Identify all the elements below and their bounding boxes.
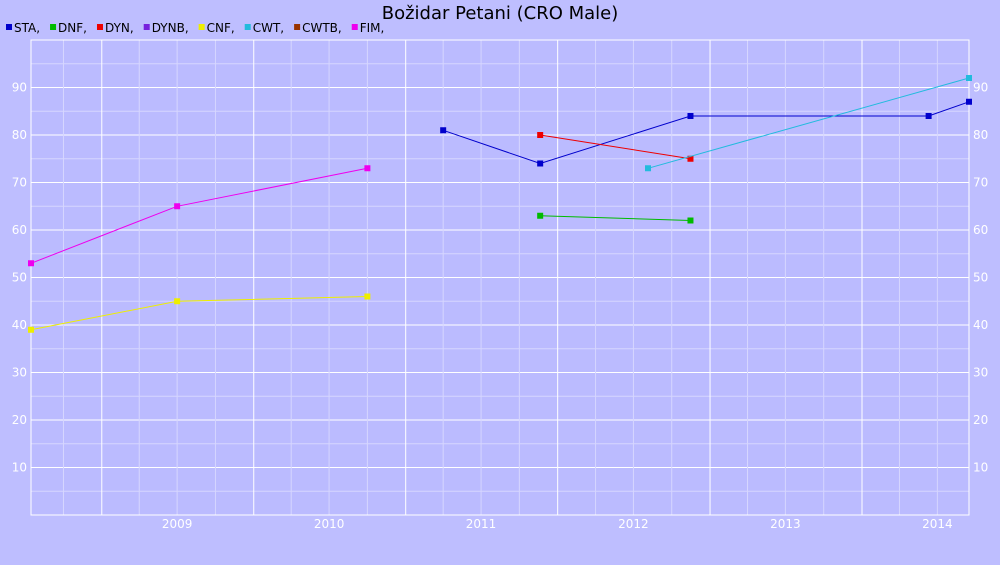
legend-swatch-cwtb xyxy=(294,24,301,30)
x-tick-label: 2009 xyxy=(162,517,193,531)
data-point-dyn xyxy=(687,155,694,162)
series-layer xyxy=(28,75,972,333)
legend-swatch-fim xyxy=(351,24,358,30)
legend-swatch-dynb xyxy=(143,24,150,30)
y-tick-label: 90 xyxy=(12,81,27,95)
x-tick-label: 2014 xyxy=(922,517,953,531)
y-tick-label-right: 50 xyxy=(973,271,988,285)
y-tick-label: 50 xyxy=(12,271,27,285)
legend-item-dynb: DYNB, xyxy=(143,21,189,35)
x-tick-label: 2012 xyxy=(618,517,649,531)
legend-label-fim: FIM, xyxy=(360,21,385,35)
x-tick-label: 2013 xyxy=(770,517,801,531)
series-line-cwt xyxy=(647,77,970,169)
plot-border xyxy=(30,39,970,516)
legend-swatch-dnf xyxy=(50,24,57,30)
legend-item-dnf: DNF, xyxy=(50,21,87,35)
data-point-sta xyxy=(925,113,932,119)
y-tick-label-right: 70 xyxy=(973,176,988,190)
legend-swatch-sta xyxy=(6,24,12,30)
y-tick-label-right: 80 xyxy=(973,128,988,142)
data-point-fim xyxy=(364,165,371,172)
legend-item-cnf: CNF, xyxy=(198,21,235,35)
y-tick-label: 20 xyxy=(12,413,27,427)
series-line-dnf xyxy=(540,215,691,221)
y-tick-label-right: 30 xyxy=(973,366,988,380)
data-point-dnf xyxy=(537,212,544,219)
y-tick-label: 70 xyxy=(12,176,27,190)
legend-label-cwtb: CWTB, xyxy=(302,21,342,35)
y-tick-label: 40 xyxy=(12,318,27,332)
data-point-dnf xyxy=(687,217,694,224)
y-tick-label: 30 xyxy=(12,366,27,380)
y-tick-label: 80 xyxy=(12,128,27,142)
data-point-cwt xyxy=(966,75,972,81)
series-sta xyxy=(440,98,972,167)
y-tick-label: 10 xyxy=(12,461,27,475)
y-tick-label-right: 10 xyxy=(973,461,988,475)
data-point-cnf xyxy=(364,293,371,300)
data-point-cnf xyxy=(174,298,181,305)
legend-item-cwtb: CWTB, xyxy=(294,21,342,35)
y-tick-label-right: 40 xyxy=(973,318,988,332)
legend-swatch-cnf xyxy=(198,24,205,30)
x-axis: 2009 2010 2011 2012 2013 2014 xyxy=(162,517,953,531)
legend-label-cnf: CNF, xyxy=(207,21,235,35)
x-tick-label: 2010 xyxy=(314,517,345,531)
data-point-cnf xyxy=(28,326,34,333)
legend-label-sta: STA, xyxy=(14,21,40,35)
y-tick-label: 60 xyxy=(12,223,27,237)
data-point-sta xyxy=(687,113,694,119)
series-cnf xyxy=(28,293,371,333)
data-point-fim xyxy=(174,203,181,210)
data-point-fim xyxy=(28,260,34,267)
legend-label-dynb: DYNB, xyxy=(152,21,189,35)
legend-item-dyn: DYN, xyxy=(96,21,134,35)
series-cwt xyxy=(645,75,972,172)
legend-item-fim: FIM, xyxy=(351,21,385,35)
data-point-sta xyxy=(537,160,544,167)
data-point-cwt xyxy=(645,165,652,172)
plot-area xyxy=(28,39,972,516)
y-tick-label-right: 90 xyxy=(973,81,988,95)
series-fim xyxy=(28,165,371,267)
y-axis-left: 10 20 30 40 50 60 70 80 90 xyxy=(12,81,27,475)
x-tick-label: 2011 xyxy=(466,517,497,531)
data-point-dyn xyxy=(537,132,544,138)
legend-swatch-cwt xyxy=(244,24,251,30)
data-point-sta xyxy=(966,98,972,105)
grid xyxy=(30,39,970,516)
series-dyn xyxy=(537,132,694,162)
chart-title: Božidar Petani (CRO Male) xyxy=(382,3,619,24)
y-tick-label-right: 20 xyxy=(973,413,988,427)
data-point-sta xyxy=(440,127,447,134)
y-tick-label-right: 60 xyxy=(973,223,988,237)
legend-item-cwt: CWT, xyxy=(244,21,284,35)
legend-item-sta: STA, xyxy=(6,21,40,35)
legend: STA, DNF, DYN, DYNB, CNF, CWT, CWTB, FIM, xyxy=(6,21,384,35)
legend-label-dnf: DNF, xyxy=(58,21,87,35)
legend-label-dyn: DYN, xyxy=(105,21,134,35)
legend-swatch-dyn xyxy=(96,24,103,30)
series-dnf xyxy=(537,212,694,224)
legend-label-cwt: CWT, xyxy=(253,21,284,35)
y-axis-right: 10 20 30 40 50 60 70 80 90 xyxy=(973,81,988,475)
series-line-dyn xyxy=(540,134,691,160)
